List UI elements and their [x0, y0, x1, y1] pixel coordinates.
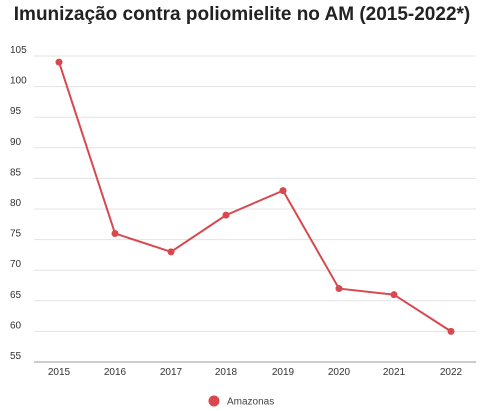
legend-label-amazonas: Amazonas	[227, 397, 274, 408]
chart-title: Imunização contra poliomielite no AM (20…	[13, 4, 471, 25]
y-axis-ticks: 55 60 65 70 75 80 85 90 95 100 105	[10, 45, 27, 362]
legend-marker-amazonas	[208, 395, 220, 407]
x-axis-ticks: 2015 2016 2017 2018 2019 2020 2021 2022	[48, 367, 463, 378]
x-tick-label: 2020	[328, 367, 351, 378]
x-tick-label: 2015	[48, 367, 71, 378]
y-tick-label: 105	[10, 45, 27, 56]
y-tick-label: 55	[10, 351, 22, 362]
data-point	[279, 187, 287, 195]
y-tick-label: 65	[10, 290, 22, 301]
series-line	[58, 61, 452, 333]
series-amazonas	[55, 58, 455, 335]
data-point	[167, 248, 175, 256]
x-tick-label: 2021	[383, 367, 406, 378]
data-point	[390, 291, 398, 299]
x-tick-label: 2017	[160, 367, 183, 378]
gridlines	[34, 55, 476, 363]
data-point	[55, 58, 63, 66]
y-tick-label: 95	[10, 106, 22, 117]
x-tick-label: 2016	[104, 367, 127, 378]
data-point	[335, 285, 343, 293]
y-tick-label: 100	[10, 76, 27, 87]
legend: Amazonas	[208, 395, 274, 408]
y-tick-label: 70	[10, 259, 22, 270]
y-tick-label: 75	[10, 229, 22, 240]
data-point	[447, 327, 455, 335]
x-tick-label: 2018	[215, 367, 238, 378]
y-tick-label: 85	[10, 167, 22, 178]
x-tick-label: 2022	[440, 367, 463, 378]
x-tick-label: 2019	[272, 367, 295, 378]
y-tick-label: 60	[10, 320, 22, 331]
y-tick-label: 80	[10, 198, 22, 209]
data-point	[222, 211, 230, 219]
y-tick-label: 90	[10, 137, 22, 148]
data-point	[111, 229, 119, 237]
